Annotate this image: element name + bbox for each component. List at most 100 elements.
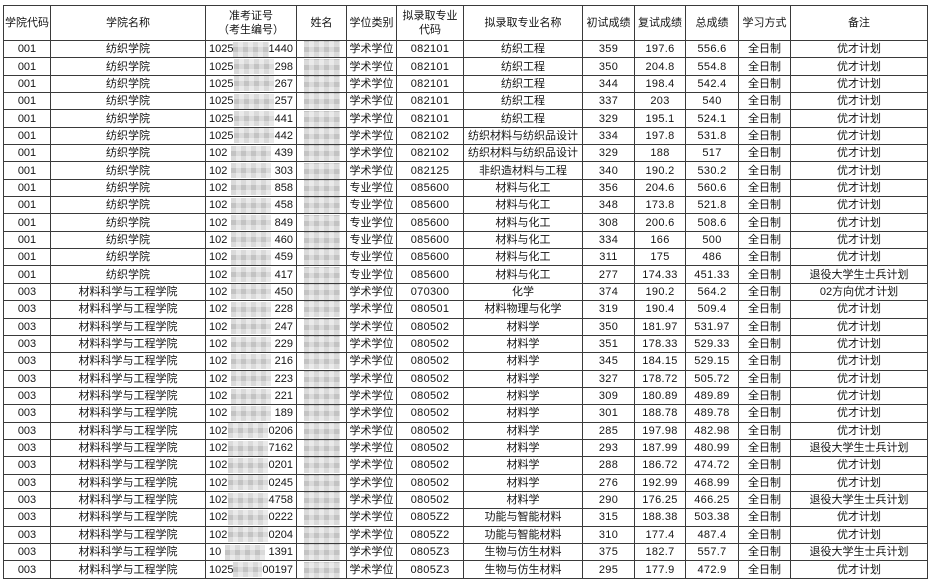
exam-number-suffix: 858 — [274, 181, 293, 194]
cell-retest-score: 190.2 — [634, 282, 686, 302]
cell-college-name: 材料科学与工程学院 — [50, 352, 206, 371]
cell-college-code: 003 — [3, 421, 51, 440]
cell-major-code: 080502 — [396, 490, 464, 510]
cell-total-score: 489.78 — [685, 404, 739, 423]
cell-retest-score: 181.97 — [634, 317, 686, 336]
cell-total-score: 556.6 — [685, 39, 739, 59]
cell-degree-type: 学术学位 — [346, 560, 397, 579]
name-redaction-blur — [303, 336, 340, 352]
exam-number-redaction-blur — [231, 249, 271, 265]
exam-number-redaction-blur — [231, 267, 271, 283]
cell-name — [296, 438, 347, 458]
cell-college-code: 001 — [3, 248, 51, 267]
cell-degree-type: 专业学位 — [346, 265, 397, 284]
cell-name — [296, 282, 347, 302]
cell-total-score: 557.7 — [685, 542, 739, 562]
table-row: 001 纺织学院 1025 298 学术学位 082101 纺织工程 350 2… — [3, 57, 928, 76]
name-redaction-blur — [303, 371, 340, 387]
cell-name — [296, 92, 347, 111]
exam-number-redaction-blur — [234, 128, 275, 144]
exam-number-redaction-blur — [231, 145, 271, 161]
exam-number-prefix: 1025 — [209, 43, 234, 56]
cell-retest-score: 177.9 — [634, 560, 686, 579]
cell-major-code: 082102 — [396, 126, 464, 146]
cell-college-name: 纺织学院 — [50, 230, 206, 250]
cell-name — [296, 369, 347, 388]
cell-degree-type: 学术学位 — [346, 39, 397, 59]
cell-initial-score: 348 — [582, 196, 635, 215]
name-redaction-blur — [303, 405, 340, 422]
cell-name — [296, 421, 347, 440]
cell-exam-number: 1025 257 — [205, 92, 297, 111]
cell-exam-number: 1025 00197 — [205, 560, 297, 579]
exam-number-prefix: 1025 — [209, 563, 234, 576]
exam-number-redaction-blur — [224, 544, 265, 560]
cell-major-name: 材料与化工 — [463, 248, 583, 267]
cell-retest-score: 177.4 — [634, 525, 686, 544]
exam-number-prefix: 1025 — [209, 77, 234, 90]
exam-number-suffix: 417 — [274, 268, 293, 281]
cell-retest-score: 186.72 — [634, 456, 686, 475]
exam-number-redaction-blur — [231, 388, 271, 404]
cell-college-code: 003 — [3, 473, 51, 492]
col-header-retest-score: 复试成绩 — [634, 5, 686, 41]
exam-number-redaction-blur — [234, 93, 275, 109]
cell-initial-score: 359 — [582, 39, 635, 59]
cell-name — [296, 57, 347, 76]
cell-major-code: 080502 — [396, 421, 464, 440]
cell-remark: 优才计划 — [790, 334, 928, 354]
cell-remark: 退役大学生士兵计划 — [790, 265, 928, 284]
cell-retest-score: 204.8 — [634, 57, 686, 76]
cell-major-code: 080502 — [396, 473, 464, 492]
cell-study-mode: 全日制 — [738, 196, 791, 215]
cell-exam-number: 102 458 — [205, 196, 297, 215]
cell-exam-number: 102 216 — [205, 352, 297, 371]
cell-exam-number: 102 0201 — [205, 456, 297, 475]
cell-total-score: 521.8 — [685, 196, 739, 215]
cell-retest-score: 190.4 — [634, 300, 686, 319]
cell-initial-score: 375 — [582, 542, 635, 562]
cell-total-score: 472.9 — [685, 560, 739, 579]
exam-number-prefix: 1025 — [209, 95, 234, 108]
cell-degree-type: 学术学位 — [346, 126, 397, 146]
cell-college-name: 纺织学院 — [50, 196, 206, 215]
cell-name — [296, 508, 347, 527]
cell-total-score: 542.4 — [685, 74, 739, 94]
cell-retest-score: 192.99 — [634, 473, 686, 492]
exam-number-redaction-blur — [233, 562, 263, 578]
exam-number-redaction-blur — [227, 475, 268, 491]
cell-retest-score: 184.15 — [634, 352, 686, 371]
cell-initial-score: 351 — [582, 334, 635, 354]
cell-initial-score: 315 — [582, 508, 635, 527]
cell-study-mode: 全日制 — [738, 508, 791, 527]
exam-number-prefix: 102 — [209, 407, 228, 420]
exam-number-redaction-blur — [227, 457, 268, 473]
cell-total-score: 468.99 — [685, 473, 739, 492]
exam-number-prefix: 102 — [209, 390, 228, 403]
cell-exam-number: 102 4758 — [205, 490, 297, 510]
cell-name — [296, 490, 347, 510]
cell-major-name: 材料学 — [463, 421, 583, 440]
cell-remark: 优才计划 — [790, 213, 928, 232]
cell-major-name: 材料学 — [463, 317, 583, 336]
cell-major-name: 材料物理与化学 — [463, 300, 583, 319]
cell-name — [296, 39, 347, 59]
exam-number-redaction-blur — [231, 180, 271, 196]
exam-number-redaction-blur — [231, 301, 271, 317]
cell-major-code: 080502 — [396, 369, 464, 388]
cell-major-code: 080502 — [396, 317, 464, 336]
exam-number-suffix: 0204 — [268, 528, 293, 541]
cell-college-name: 材料科学与工程学院 — [50, 508, 206, 527]
name-redaction-blur — [303, 41, 340, 57]
cell-exam-number: 102 7162 — [205, 438, 297, 458]
cell-retest-score: 180.89 — [634, 386, 686, 406]
exam-number-redaction-blur — [231, 353, 271, 369]
table-row: 003 材料科学与工程学院 102 450 学术学位 070300 化学 374… — [3, 282, 928, 302]
cell-study-mode: 全日制 — [738, 282, 791, 302]
cell-initial-score: 276 — [582, 473, 635, 492]
cell-degree-type: 学术学位 — [346, 542, 397, 562]
cell-college-code: 003 — [3, 508, 51, 527]
name-redaction-blur — [303, 388, 340, 404]
cell-total-score: 564.2 — [685, 282, 739, 302]
cell-remark: 退役大学生士兵计划 — [790, 542, 928, 562]
